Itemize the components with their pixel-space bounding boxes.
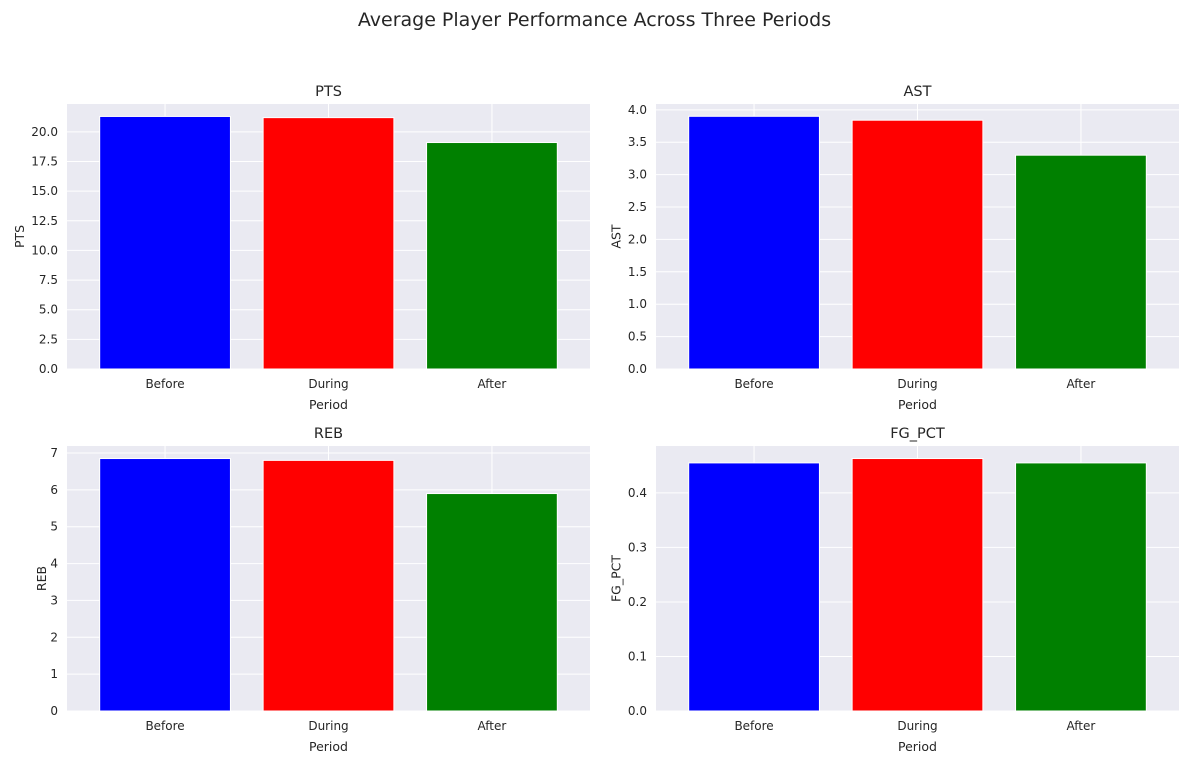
y-axis-label: REB	[34, 566, 49, 591]
y-tick-label: 0.5	[628, 330, 647, 344]
y-tick-label: 2.5	[628, 200, 647, 214]
x-tick-label: Before	[145, 377, 184, 391]
y-tick-label: 0.2	[628, 595, 647, 609]
y-tick-label: 0	[50, 704, 58, 718]
x-tick-label: During	[897, 377, 937, 391]
bar-before	[99, 458, 231, 712]
y-tick-label: 3.0	[628, 168, 647, 182]
figure-title: Average Player Performance Across Three …	[358, 9, 831, 31]
y-tick-label: 5	[50, 520, 58, 534]
y-tick-label: 7.5	[39, 273, 58, 287]
y-tick-label: 3.5	[628, 135, 647, 149]
subplot-reb: 0 1 2 3 4 5 6 7 Before During After REB Period REB	[34, 426, 590, 754]
bar-before	[688, 462, 820, 712]
y-tick-label: 10.0	[31, 243, 58, 257]
y-tick-label: 1.5	[628, 265, 647, 279]
subplot-title: PTS	[315, 84, 342, 100]
y-tick-label: 3	[50, 593, 58, 607]
y-tick-label: 0.0	[39, 362, 58, 376]
bar-after	[1015, 154, 1147, 370]
y-tick-label: 0.0	[628, 362, 647, 376]
bar-before	[688, 115, 820, 370]
x-axis-label: Period	[898, 397, 937, 412]
y-tick-label: 1.0	[628, 297, 647, 311]
x-tick-label: During	[308, 719, 348, 733]
x-tick-label: During	[897, 719, 937, 733]
bar-during	[262, 459, 395, 712]
y-tick-label: 4	[50, 557, 58, 571]
bar-during	[851, 458, 984, 712]
bar-after	[426, 493, 558, 712]
x-tick-label: Before	[734, 377, 773, 391]
y-tick-label: 4.0	[628, 103, 647, 117]
y-tick-label: 6	[50, 483, 58, 497]
x-tick-label: Before	[734, 719, 773, 733]
y-tick-label: 7	[50, 446, 58, 460]
y-tick-label: 12.5	[31, 214, 58, 228]
x-axis-label: Period	[309, 739, 348, 754]
x-tick-label: After	[1067, 719, 1096, 733]
x-tick-label: After	[478, 719, 507, 733]
y-tick-label: 2.5	[39, 332, 58, 346]
y-tick-label: 0.0	[628, 704, 647, 718]
x-tick-label: During	[308, 377, 348, 391]
x-tick-label: Before	[145, 719, 184, 733]
y-tick-label: 20.0	[31, 125, 58, 139]
y-axis-label: PTS	[12, 225, 27, 248]
y-tick-label: 5.0	[39, 303, 58, 317]
subplot-pts: 0.0 2.5 5.0 7.5 10.0 12.5 15.0 17.5 20.0 Before Du…	[12, 84, 590, 412]
y-tick-label: 17.5	[31, 155, 58, 169]
bar-during	[262, 117, 395, 370]
y-tick-label: 15.0	[31, 184, 58, 198]
bar-after	[1015, 462, 1147, 712]
y-tick-label: 0.4	[628, 486, 647, 500]
bar-after	[426, 142, 558, 370]
y-tick-label: 0.3	[628, 540, 647, 554]
y-tick-label: 1	[50, 667, 58, 681]
y-tick-label: 2	[50, 630, 58, 644]
y-axis-label: FG_PCT	[608, 555, 623, 602]
subplot-fg-pct: 0.0 0.1 0.2 0.3 0.4 Before During After FG_PCT Pe…	[608, 426, 1179, 754]
y-axis-label: AST	[608, 224, 623, 248]
subplot-title: REB	[314, 426, 343, 442]
subplot-title: FG_PCT	[890, 426, 945, 442]
bar-before	[99, 115, 231, 370]
y-tick-label: 0.1	[628, 649, 647, 663]
x-tick-label: After	[478, 377, 507, 391]
x-axis-label: Period	[898, 739, 937, 754]
y-tick-label: 2.0	[628, 232, 647, 246]
x-tick-label: After	[1067, 377, 1096, 391]
subplot-ast: 0.0 0.5 1.0 1.5 2.0 2.5 3.0 3.5 4.0 Before During A…	[608, 84, 1179, 412]
subplot-title: AST	[904, 84, 932, 100]
x-axis-label: Period	[309, 397, 348, 412]
bar-during	[851, 119, 984, 370]
